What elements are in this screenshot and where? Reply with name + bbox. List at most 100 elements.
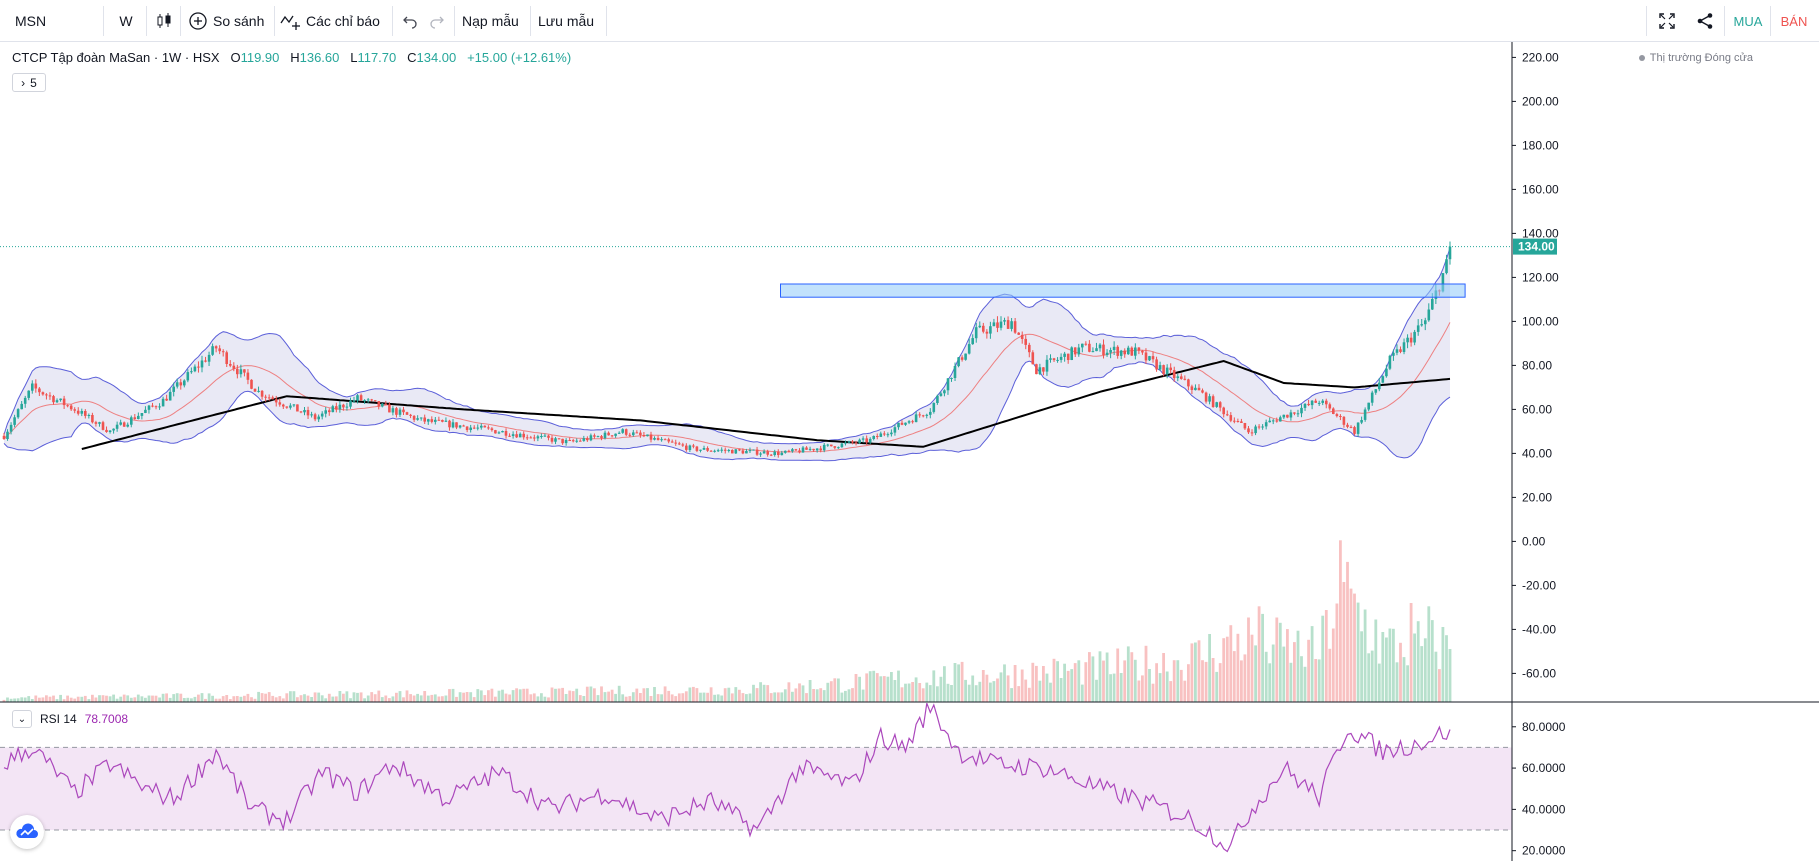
candle-body: [1144, 352, 1148, 361]
candle-body: [709, 450, 713, 452]
volume-bar: [1240, 660, 1243, 702]
volume-bar: [1052, 658, 1056, 702]
volume-bar: [1232, 651, 1236, 702]
candle-body: [1070, 347, 1073, 360]
candle-body: [1180, 376, 1183, 379]
load-template-button[interactable]: Nạp mẫu: [462, 13, 519, 29]
volume-bar: [890, 672, 893, 702]
candle-body: [313, 414, 317, 420]
volume-bar: [190, 698, 193, 702]
candle-body: [137, 415, 140, 419]
compare-button[interactable]: So sánh: [188, 0, 272, 42]
volume-bar: [299, 695, 303, 702]
rsi-collapse-button[interactable]: ⌄: [12, 710, 32, 728]
candle-body: [87, 415, 91, 416]
volume-bar: [674, 696, 678, 702]
candle-body: [1356, 422, 1360, 434]
sell-button[interactable]: BÁN: [1780, 13, 1808, 29]
candle-body: [1197, 387, 1201, 391]
volume-bar: [1063, 663, 1066, 702]
candle-body: [929, 411, 932, 415]
candle-body: [837, 447, 840, 449]
tradingview-logo[interactable]: [10, 815, 44, 849]
volume-bar: [787, 682, 791, 702]
candle-body: [1116, 346, 1119, 356]
save-template-button[interactable]: Lưu mẫu: [538, 13, 595, 29]
volume-bar: [677, 693, 681, 702]
legend-collapse-button[interactable]: › 5: [12, 73, 46, 92]
volume-bar: [1179, 669, 1183, 702]
candle-body: [1339, 416, 1342, 417]
volume-bar: [1080, 684, 1084, 702]
fullscreen-button[interactable]: [1652, 0, 1682, 42]
volume-bar: [776, 692, 780, 702]
candle-body: [921, 415, 925, 417]
candle-body: [260, 390, 264, 397]
volume-bar: [98, 695, 101, 702]
candles-icon: [157, 13, 171, 28]
candle-body: [246, 372, 250, 380]
candle-body: [593, 435, 596, 437]
buy-button[interactable]: MUA: [1733, 13, 1763, 29]
volume-bar: [783, 689, 787, 702]
volume-bar: [313, 692, 317, 702]
volume-bar: [1286, 629, 1289, 702]
candle-body: [1088, 343, 1091, 352]
indicators-button[interactable]: Các chỉ báo: [280, 0, 390, 42]
volume-bar: [978, 681, 982, 702]
toolbar-divider: [1724, 6, 1725, 36]
candle-body: [515, 434, 518, 438]
candle-body: [494, 430, 497, 434]
candle-body: [579, 440, 582, 442]
volume-bar: [822, 690, 826, 702]
price-axis[interactable]: 220.00 200.00 180.00 160.00 140.00 120.00 100.…: [0, 42, 1819, 861]
interval-button[interactable]: W: [119, 13, 133, 29]
symbol-search[interactable]: MSN: [8, 0, 103, 42]
candle-body: [1102, 344, 1105, 355]
candle-body: [172, 386, 175, 392]
volume-bar: [1399, 642, 1402, 702]
undo-button[interactable]: [398, 0, 422, 42]
candle-body: [533, 437, 536, 439]
volume-bar: [773, 692, 777, 702]
volume-bar: [23, 697, 27, 702]
volume-bar: [1126, 646, 1130, 702]
share-button[interactable]: [1690, 0, 1720, 42]
volume-bar: [900, 687, 904, 702]
volume-bar: [243, 695, 246, 702]
candle-body: [1275, 420, 1279, 422]
candle-body: [547, 435, 550, 438]
candle-body: [1332, 408, 1335, 414]
candle-body: [766, 451, 769, 455]
volume-bar: [476, 689, 480, 702]
candle-body: [1286, 414, 1289, 418]
candle-body: [1081, 343, 1084, 348]
volume-bar: [840, 692, 844, 702]
volume-bar: [490, 688, 494, 702]
volume-bar: [925, 682, 929, 702]
rsi-axis-tick-label: 60.0000: [1522, 761, 1566, 775]
candle-body: [1077, 347, 1081, 355]
volume-bar: [16, 698, 20, 702]
candle-body: [412, 415, 416, 420]
volume-bar: [1070, 669, 1074, 702]
candle-body: [1353, 427, 1356, 434]
toolbar-divider: [392, 6, 393, 36]
chart-canvas[interactable]: 220.00 200.00 180.00 160.00 140.00 120.00 100.…: [0, 42, 1819, 861]
candle-body: [561, 438, 564, 444]
volume-bar: [981, 670, 985, 702]
candle-body: [706, 448, 709, 451]
rsi-axis[interactable]: 80.0000 60.0000 40.0000 20.0000: [1512, 720, 1566, 858]
volume-bar: [331, 696, 335, 702]
candle-body: [31, 383, 34, 391]
volume-bar: [1035, 665, 1038, 702]
volume-bar: [342, 693, 345, 702]
volume-bar: [59, 694, 62, 702]
chart-style-button[interactable]: [150, 0, 178, 42]
toolbar-divider: [530, 6, 531, 36]
redo-button[interactable]: [425, 0, 449, 42]
volume-bar: [921, 688, 925, 702]
candle-body: [939, 393, 943, 396]
resistance-zone[interactable]: [780, 283, 1466, 298]
candle-body: [660, 439, 663, 441]
